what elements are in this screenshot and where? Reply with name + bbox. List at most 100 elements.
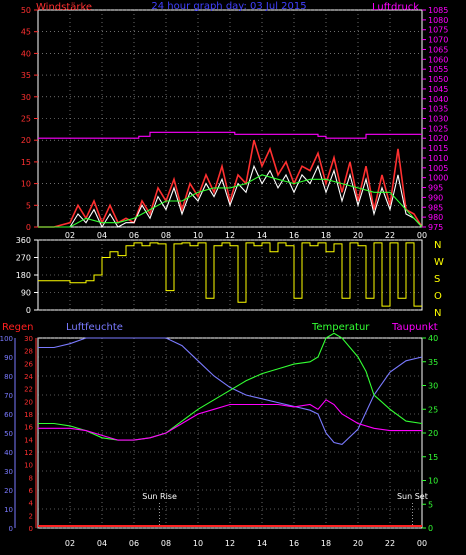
right-tick-label: 1010: [428, 154, 448, 163]
right-tick-label: 975: [428, 223, 443, 232]
right-tick-label: 990: [428, 193, 443, 202]
x-tick-label: 18: [321, 231, 331, 240]
x-tick-label: 02: [65, 539, 75, 548]
humidity-tick-label: 50: [4, 430, 13, 438]
chart-title: 24 hour graph day: 03 Jul 2015: [151, 1, 306, 12]
humidity-tick-label: 30: [4, 468, 13, 476]
temp-tick-label: 30: [428, 382, 438, 391]
temp-tick-label: 35: [428, 358, 438, 367]
dir-tick-label: 360: [16, 236, 31, 245]
dewpoint-line: [38, 399, 422, 441]
humidity-tick-label: 90: [4, 354, 13, 362]
wind-left-ticks: 0 5 10 15 20 25 30 35 40 45 50: [21, 6, 38, 232]
x-tick-label: 20: [353, 539, 363, 548]
pressure-line: [38, 131, 422, 139]
right-tick-label: 985: [428, 203, 443, 212]
dir-tick-label: 0: [26, 306, 31, 315]
climate-x-ticks: 02 04 06 08 10 12 14 16 18 20 22 00: [65, 539, 427, 548]
humidity-tick-label: 0: [9, 525, 13, 533]
humidity-tick-label: 20: [4, 487, 13, 495]
temp-tick-label: 5: [428, 500, 433, 509]
right-tick-label: 1065: [428, 45, 448, 54]
right-tick-label: 1015: [428, 144, 448, 153]
humidity-tick-label: 40: [4, 449, 13, 457]
wind-axis-label: Windstärke: [36, 2, 92, 13]
x-tick-label: 16: [289, 539, 299, 548]
humidity-line: [38, 337, 423, 446]
x-tick-label: 04: [97, 539, 107, 548]
climate-series: [38, 332, 423, 527]
temp-tick-label: 0: [428, 524, 433, 533]
x-tick-label: 22: [385, 539, 395, 548]
x-tick-label: 08: [161, 231, 171, 240]
humidity-tick-label: 10: [4, 506, 13, 514]
humidity-tick-label: 100: [0, 335, 13, 343]
rain-tick-label: 22: [24, 386, 33, 394]
sun-annotations: Sun Rise Sun Set: [142, 492, 428, 526]
temp-tick-label: 15: [428, 453, 438, 462]
right-tick-label: 1060: [428, 55, 448, 64]
rain-tick-label: 2: [29, 512, 33, 520]
sun-annotation-label: Sun Set: [397, 492, 428, 501]
compass-label: S: [434, 274, 440, 285]
x-tick-label: 16: [289, 231, 299, 240]
humidity-tick-label: 80: [4, 373, 13, 381]
right-tick-label: 1020: [428, 134, 448, 143]
x-tick-label: 10: [193, 231, 203, 240]
rain-tick-label: 28: [24, 348, 33, 356]
wind-series: [38, 131, 423, 229]
left-tick-label: 30: [21, 93, 31, 102]
humidity-tick-label: 70: [4, 392, 13, 400]
wind-line: [38, 139, 423, 228]
avgwind-line: [38, 174, 423, 228]
left-tick-label: 20: [21, 136, 31, 145]
rain-tick-label: 16: [24, 424, 33, 432]
x-tick-label: 12: [225, 231, 235, 240]
x-tick-label: 14: [257, 231, 267, 240]
rain-tick-label: 30: [24, 335, 33, 343]
rain-tick-label: 12: [24, 449, 33, 457]
rain-tick-label: 8: [29, 474, 33, 482]
right-tick-label: 1080: [428, 16, 448, 25]
pressure-right-ticks: 9759809859909951000100510101015102010251…: [422, 6, 448, 232]
x-tick-label: 06: [129, 539, 139, 548]
temperature-axis-label: Temperatur: [311, 322, 370, 333]
direction-left-ticks: 0 90 180 270 360: [16, 236, 38, 315]
x-tick-label: 22: [385, 231, 395, 240]
rain-tick-label: 10: [24, 462, 33, 470]
right-tick-label: 1050: [428, 75, 448, 84]
x-tick-label: 10: [193, 539, 203, 548]
rain-tick-label: 4: [29, 500, 34, 508]
sun-annotation-label: Sun Rise: [142, 492, 177, 501]
x-tick-label: 00: [417, 231, 427, 240]
right-tick-label: 1000: [428, 174, 448, 183]
compass-label: N: [434, 308, 441, 319]
wind-x-ticks: 02 04 06 08 10 12 14 16 18 20 22 00: [65, 231, 427, 240]
dir-tick-label: 270: [16, 254, 31, 263]
x-tick-label: 18: [321, 539, 331, 548]
left-tick-label: 45: [21, 28, 31, 37]
rain-tick-label: 6: [29, 487, 34, 495]
x-tick-label: 08: [161, 539, 171, 548]
temperature-line: [38, 332, 423, 441]
right-tick-label: 995: [428, 184, 443, 193]
right-tick-label: 1030: [428, 115, 448, 124]
right-tick-label: 1085: [428, 6, 448, 15]
temp-tick-label: 10: [428, 477, 438, 486]
right-tick-label: 1040: [428, 95, 448, 104]
dewpoint-axis-label: Taupunkt: [391, 322, 438, 333]
x-tick-label: 02: [65, 231, 75, 240]
direction-series: [38, 242, 422, 307]
humidity-ticks: 0 10 20 30 40 50 60 70 80 90 100: [0, 335, 16, 533]
pressure-axis-label: Luftdruck: [372, 2, 419, 13]
x-tick-label: 20: [353, 231, 363, 240]
rain-tick-label: 0: [29, 525, 33, 533]
x-tick-label: 00: [417, 539, 427, 548]
left-tick-label: 15: [21, 158, 31, 167]
